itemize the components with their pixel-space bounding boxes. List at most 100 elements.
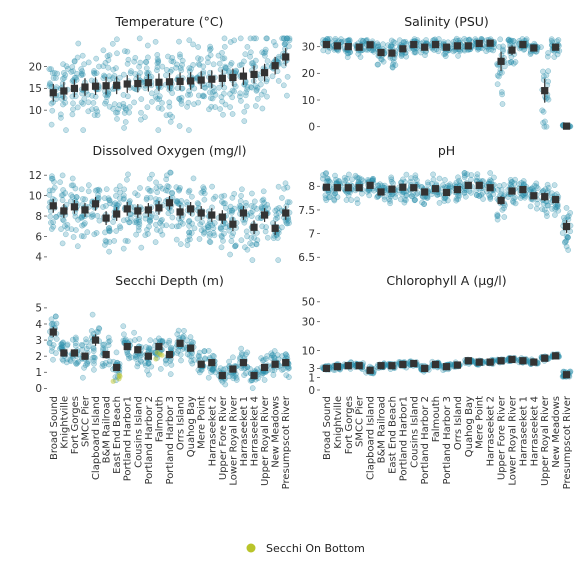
data-point bbox=[264, 58, 271, 64]
data-point bbox=[60, 61, 66, 68]
data-point bbox=[231, 88, 237, 95]
data-point bbox=[132, 190, 138, 197]
mean-marker bbox=[355, 184, 363, 192]
mean-marker bbox=[165, 350, 174, 359]
data-point bbox=[284, 73, 291, 80]
data-point bbox=[430, 171, 436, 178]
data-point bbox=[90, 100, 97, 106]
mean-marker bbox=[333, 363, 341, 371]
data-point bbox=[238, 192, 244, 199]
data-point bbox=[387, 43, 394, 50]
data-point bbox=[133, 219, 140, 226]
data-point bbox=[70, 106, 76, 113]
data-point bbox=[216, 60, 223, 67]
data-point bbox=[176, 123, 183, 129]
data-point bbox=[80, 196, 86, 202]
data-point bbox=[500, 43, 506, 50]
data-point bbox=[227, 251, 233, 258]
mean-marker bbox=[123, 80, 131, 88]
data-point bbox=[103, 186, 110, 193]
data-point bbox=[135, 227, 142, 234]
mean-marker bbox=[229, 73, 237, 82]
mean-marker bbox=[60, 349, 68, 357]
data-point bbox=[279, 224, 285, 231]
data-point bbox=[120, 100, 127, 107]
data-point bbox=[80, 374, 86, 381]
data-point bbox=[189, 193, 195, 200]
data-point bbox=[110, 66, 117, 73]
mean-marker bbox=[208, 75, 216, 83]
data-point bbox=[552, 212, 558, 218]
data-point bbox=[70, 77, 77, 83]
mean-marker bbox=[102, 82, 110, 90]
data-point bbox=[106, 248, 112, 255]
data-point bbox=[496, 183, 503, 189]
data-point bbox=[159, 222, 166, 229]
x-tick-label: Mere Point bbox=[197, 396, 208, 449]
mean-marker bbox=[81, 352, 89, 360]
mean-marker bbox=[442, 188, 451, 197]
y-tick-label: 4 bbox=[35, 319, 42, 331]
data-point bbox=[122, 119, 129, 125]
data-point bbox=[47, 80, 53, 86]
mean-marker bbox=[70, 84, 79, 92]
data-point bbox=[169, 114, 176, 120]
data-point bbox=[148, 188, 154, 194]
data-point bbox=[88, 328, 95, 334]
data-point bbox=[106, 239, 113, 245]
data-point bbox=[99, 363, 106, 370]
data-point bbox=[101, 72, 107, 79]
data-point bbox=[120, 192, 127, 199]
data-point bbox=[264, 93, 270, 100]
mean-marker bbox=[113, 363, 121, 372]
mean-marker bbox=[81, 206, 89, 214]
data-point bbox=[125, 93, 131, 100]
y-tick-label: 10 bbox=[29, 105, 42, 117]
data-point bbox=[387, 193, 394, 200]
data-point bbox=[168, 58, 175, 65]
mean-marker bbox=[271, 360, 279, 368]
mean-marker bbox=[410, 40, 418, 49]
mean-marker bbox=[508, 187, 516, 195]
data-point bbox=[422, 52, 428, 59]
mean-marker bbox=[134, 346, 142, 354]
data-point bbox=[249, 190, 255, 197]
data-point bbox=[121, 125, 127, 131]
data-point bbox=[106, 361, 112, 368]
data-point bbox=[211, 220, 218, 226]
mean-marker bbox=[464, 181, 472, 189]
legend: Secchi On Bottom bbox=[246, 542, 365, 555]
mean-marker bbox=[421, 43, 429, 51]
data-point bbox=[196, 349, 203, 356]
data-point bbox=[195, 92, 202, 99]
data-point bbox=[131, 99, 137, 106]
data-point bbox=[85, 182, 92, 188]
data-point bbox=[494, 81, 501, 88]
data-point bbox=[95, 195, 102, 201]
data-point bbox=[221, 43, 228, 50]
data-point bbox=[52, 313, 59, 320]
y-tick-label: 50 bbox=[302, 297, 315, 309]
data-point bbox=[154, 226, 160, 233]
data-point bbox=[185, 189, 192, 195]
data-point bbox=[221, 90, 227, 97]
data-point bbox=[122, 237, 129, 244]
y-tick-label: 5 bbox=[35, 303, 42, 315]
data-point bbox=[252, 103, 259, 109]
mean-marker bbox=[260, 363, 269, 372]
data-point bbox=[105, 57, 112, 63]
mean-marker bbox=[355, 43, 363, 51]
data-point bbox=[272, 42, 279, 49]
data-point bbox=[194, 215, 201, 222]
data-point bbox=[163, 112, 170, 119]
data-point bbox=[49, 107, 56, 114]
data-point bbox=[59, 197, 66, 204]
data-point bbox=[57, 179, 63, 186]
mean-marker bbox=[552, 43, 560, 51]
data-point bbox=[274, 206, 280, 212]
data-point bbox=[401, 196, 408, 203]
data-point bbox=[146, 187, 153, 194]
data-point bbox=[407, 178, 414, 185]
observation-points bbox=[319, 170, 574, 253]
